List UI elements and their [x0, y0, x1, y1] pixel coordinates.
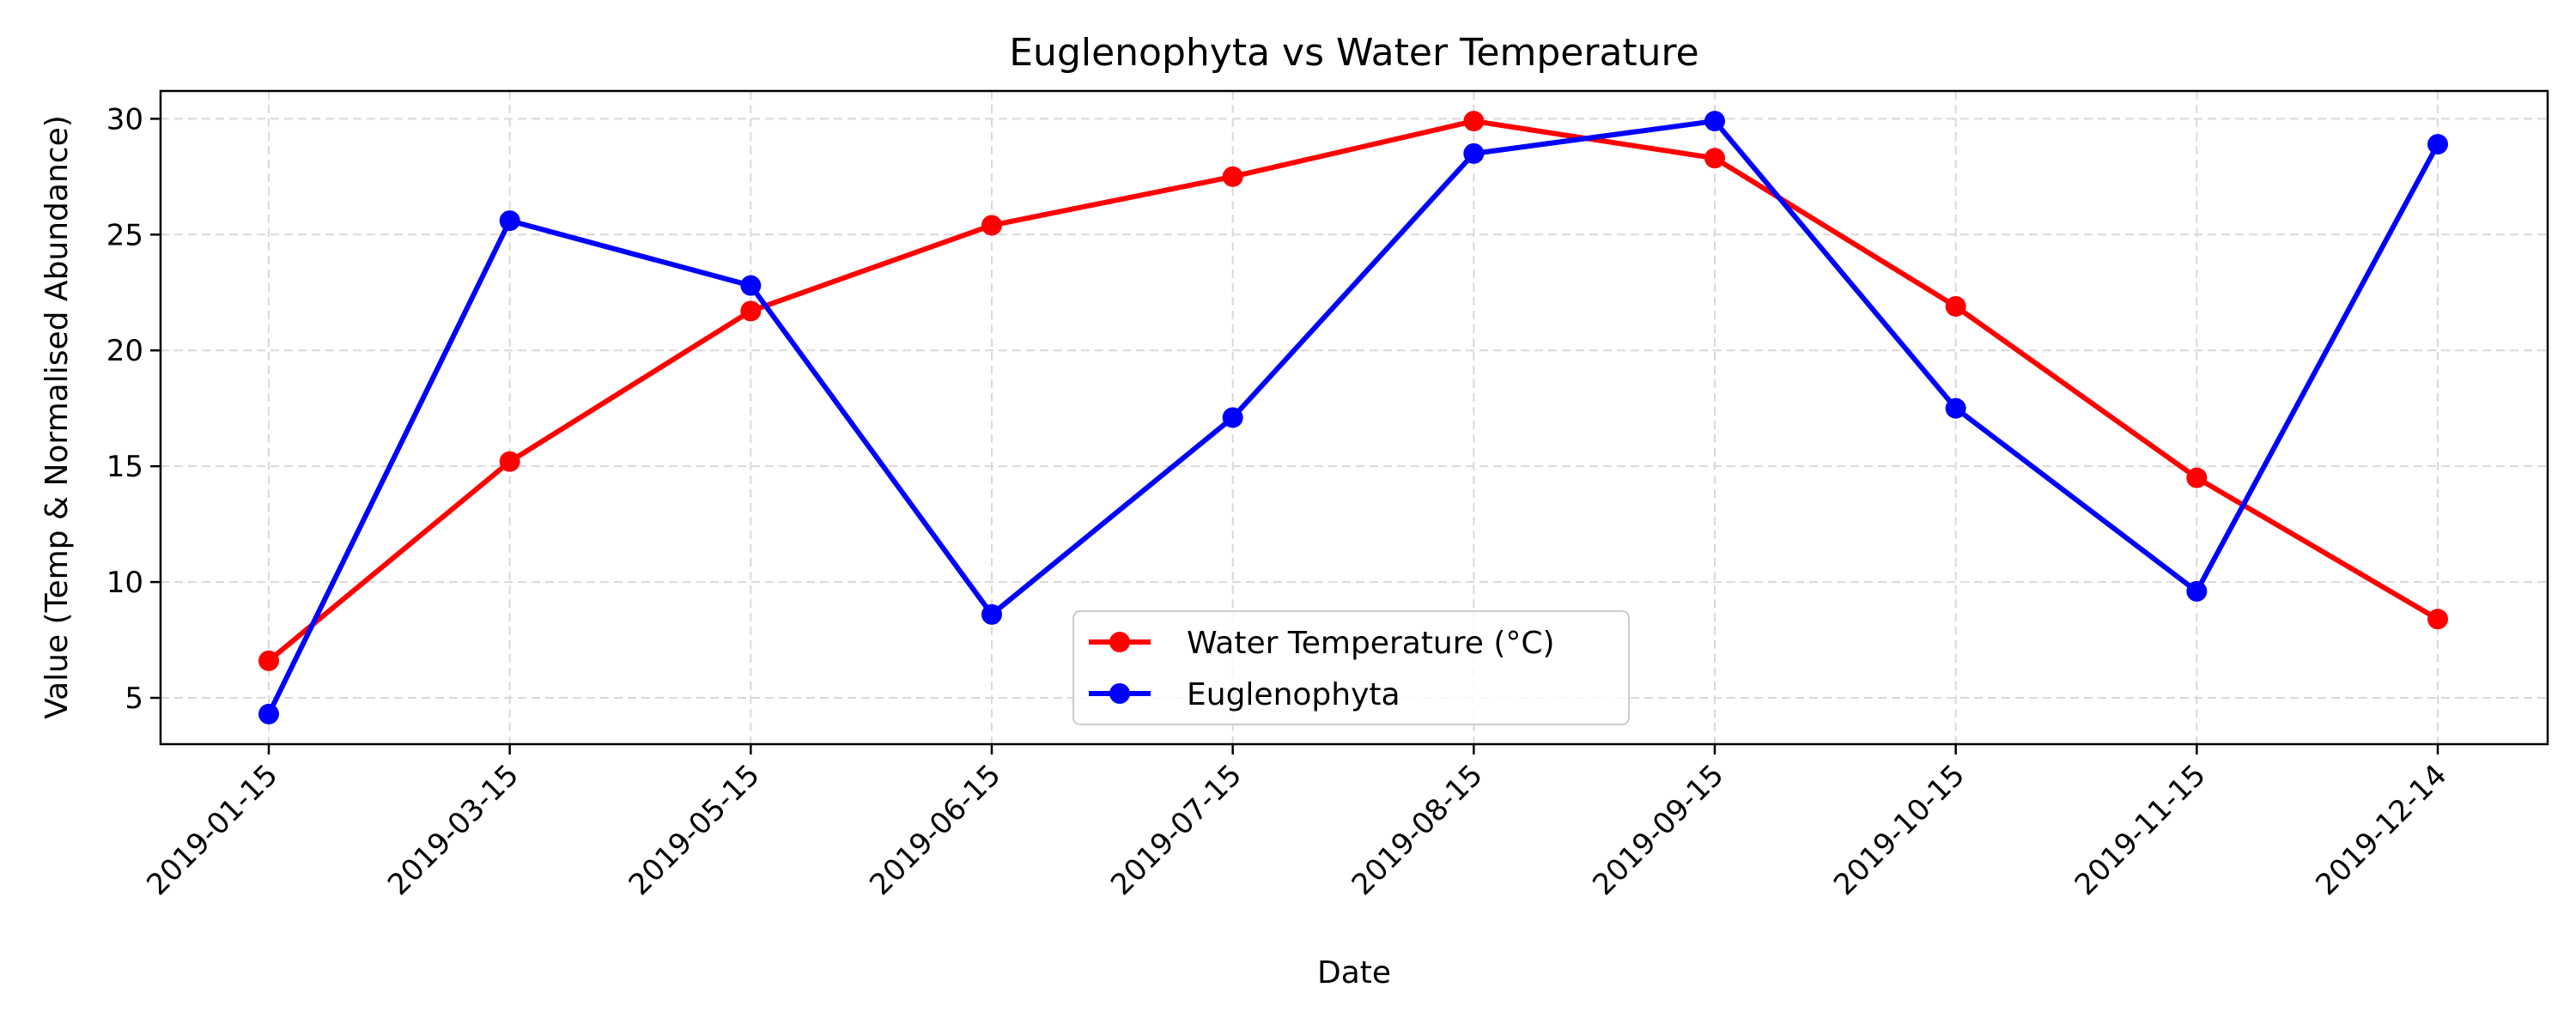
data-point — [1222, 407, 1243, 428]
data-point — [258, 703, 279, 724]
x-axis-label: Date — [1317, 955, 1391, 991]
data-point — [258, 650, 279, 671]
x-tick-label: 2019-12-14 — [2309, 758, 2453, 902]
y-tick-label: 25 — [106, 218, 143, 252]
data-point — [2186, 467, 2208, 488]
chart-title: Euglenophyta vs Water Temperature — [1009, 31, 1699, 75]
data-point — [1222, 166, 1243, 187]
x-tick-label: 2019-07-15 — [1104, 758, 1249, 902]
legend-label: Water Temperature (°C) — [1187, 626, 1555, 661]
data-point — [1945, 295, 1966, 317]
data-point — [1704, 148, 1725, 169]
data-point — [2186, 580, 2208, 602]
x-tick-label: 2019-06-15 — [863, 758, 1007, 902]
data-point — [499, 451, 520, 472]
plot-frame — [159, 89, 2549, 746]
data-point — [499, 210, 520, 232]
data-point — [1463, 111, 1485, 132]
data-point — [981, 215, 1002, 236]
data-point — [740, 275, 762, 296]
data-point — [2427, 134, 2448, 155]
y-tick-label: 5 — [125, 682, 143, 716]
y-tick-label: 30 — [106, 102, 143, 136]
x-tick-label: 2019-03-15 — [381, 758, 526, 902]
data-point — [2427, 609, 2448, 630]
x-tick-label: 2019-09-15 — [1586, 758, 1730, 902]
data-point — [981, 603, 1002, 625]
legend-marker — [1109, 683, 1130, 704]
x-tick-label: 2019-05-15 — [623, 758, 767, 902]
data-point — [740, 300, 762, 322]
x-tick-label: 2019-11-15 — [2069, 758, 2213, 902]
series-line — [267, 118, 2439, 663]
y-axis-label: Value (Temp & Normalised Abundance) — [39, 115, 75, 719]
data-point — [1945, 397, 1966, 419]
legend: Water Temperature (°C) Euglenophyta — [1072, 610, 1630, 725]
series-layer — [258, 111, 2448, 724]
x-tick-label: 2019-01-15 — [140, 758, 284, 902]
legend-marker — [1109, 632, 1130, 652]
data-point — [1704, 111, 1725, 132]
y-tick-label: 20 — [106, 334, 143, 368]
x-tick-label: 2019-10-15 — [1827, 758, 1971, 902]
y-tick-label: 10 — [106, 566, 143, 600]
data-point — [1463, 142, 1485, 164]
legend-label: Euglenophyta — [1187, 677, 1400, 712]
x-tick-label: 2019-08-15 — [1346, 758, 1490, 902]
y-tick-label: 15 — [106, 450, 143, 484]
series-line — [266, 118, 2440, 716]
legend-frame — [1072, 610, 1630, 725]
